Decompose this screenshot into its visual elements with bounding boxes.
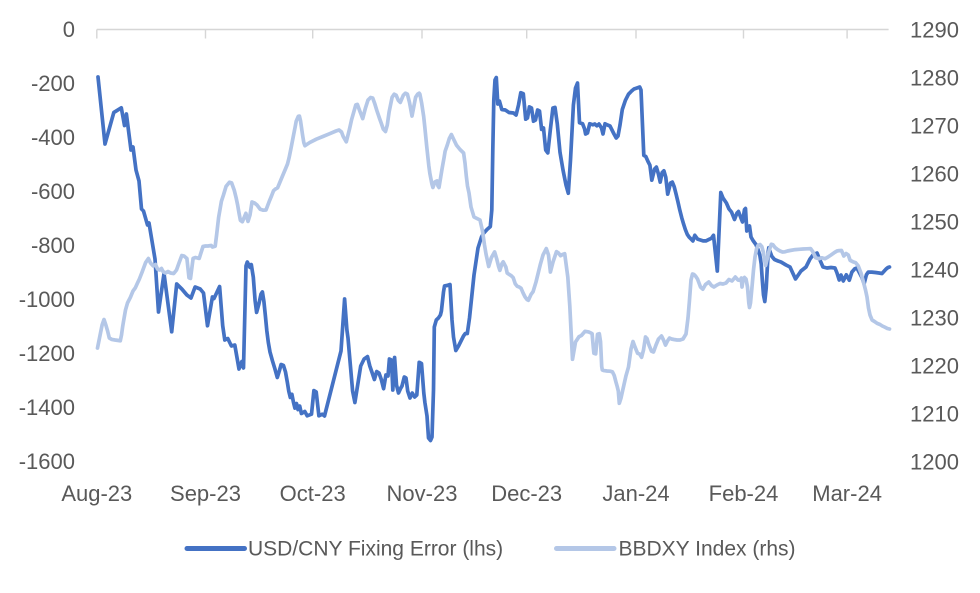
svg-text:1220: 1220 — [910, 354, 959, 379]
svg-text:-600: -600 — [31, 179, 75, 204]
svg-text:1210: 1210 — [910, 402, 959, 427]
svg-text:Mar-24: Mar-24 — [812, 481, 882, 506]
svg-text:Aug-23: Aug-23 — [61, 481, 132, 506]
svg-text:1250: 1250 — [910, 210, 959, 235]
svg-text:Sep-23: Sep-23 — [170, 481, 241, 506]
svg-text:-400: -400 — [31, 125, 75, 150]
svg-text:Oct-23: Oct-23 — [280, 481, 346, 506]
svg-text:-1000: -1000 — [19, 287, 75, 312]
svg-text:1200: 1200 — [910, 450, 959, 475]
svg-text:USD/CNY Fixing Error (lhs): USD/CNY Fixing Error (lhs) — [248, 538, 503, 561]
svg-text:-200: -200 — [31, 71, 75, 96]
svg-text:Feb-24: Feb-24 — [709, 481, 779, 506]
svg-text:-1200: -1200 — [19, 341, 75, 366]
svg-text:-1600: -1600 — [19, 449, 75, 474]
svg-text:Dec-23: Dec-23 — [491, 481, 562, 506]
svg-text:Nov-23: Nov-23 — [387, 481, 458, 506]
svg-text:1230: 1230 — [910, 306, 959, 331]
svg-text:Jan-24: Jan-24 — [602, 481, 669, 506]
svg-text:1240: 1240 — [910, 258, 959, 283]
svg-text:1260: 1260 — [910, 162, 959, 187]
svg-text:-1400: -1400 — [19, 395, 75, 420]
svg-text:1280: 1280 — [910, 66, 959, 91]
svg-text:BBDXY Index (rhs): BBDXY Index (rhs) — [619, 538, 796, 561]
svg-text:-800: -800 — [31, 233, 75, 258]
svg-text:1270: 1270 — [910, 114, 959, 139]
svg-text:1290: 1290 — [910, 18, 959, 43]
svg-text:0: 0 — [63, 17, 75, 42]
